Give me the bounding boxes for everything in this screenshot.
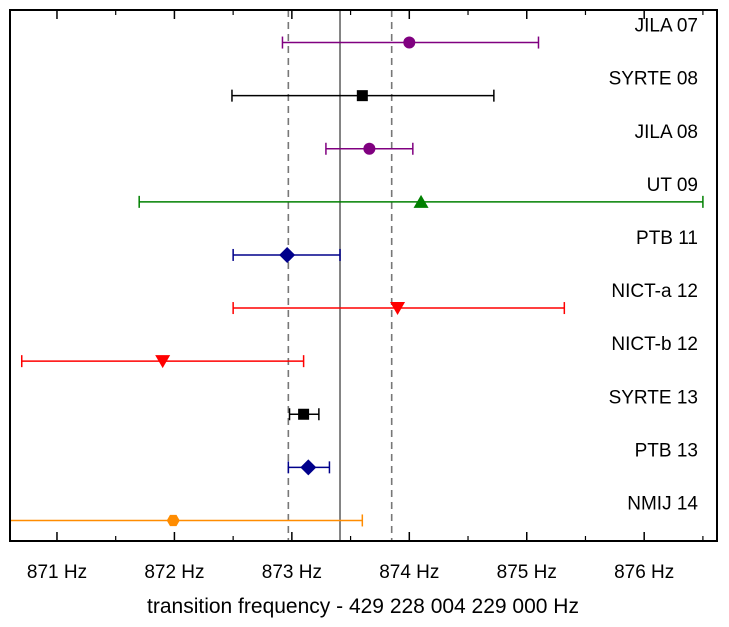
x-tick-label: 875 Hz [497, 562, 557, 583]
point-syrte-13 [288, 408, 320, 421]
point-nict-a-12 [232, 302, 566, 316]
label-nict-b-12: NICT-b 12 [611, 334, 698, 355]
marker-diamond [300, 459, 317, 476]
marker-square [356, 90, 368, 102]
marker-square [298, 408, 310, 420]
label-syrte-08: SYRTE 08 [609, 69, 698, 90]
label-ut-09: UT 09 [647, 175, 698, 196]
point-nmij-14 [10, 514, 364, 527]
measurement-labels: JILA 07 SYRTE 08 JILA 08 UT 09 PTB 11 NICT-a … [609, 16, 699, 515]
marker-triangle-down [390, 302, 406, 316]
label-ptb-11: PTB 11 [636, 228, 698, 249]
marker-circle [363, 142, 376, 155]
marker-triangle-up [413, 194, 429, 208]
plot-frame [9, 9, 718, 542]
label-nmij-14: NMIJ 14 [627, 493, 698, 514]
x-tick-label: 872 Hz [144, 562, 204, 583]
label-syrte-13: SYRTE 13 [609, 387, 698, 408]
point-ptb-13 [287, 459, 331, 476]
point-jila-08 [325, 142, 414, 155]
x-tick-label: 871 Hz [27, 562, 87, 583]
label-jila-08: JILA 08 [635, 122, 698, 143]
point-jila-07 [281, 36, 540, 49]
marker-diamond [279, 246, 296, 263]
marker-triangle-down [155, 355, 171, 369]
marker-circle [403, 36, 416, 49]
marker-hexagon [166, 514, 180, 527]
x-tick-label: 876 Hz [614, 562, 674, 583]
label-ptb-13: PTB 13 [635, 440, 698, 461]
data-points [10, 36, 704, 527]
point-ptb-11 [232, 246, 341, 263]
reference-lines [287, 10, 393, 541]
point-nict-b-12 [20, 355, 305, 369]
point-ut-09 [138, 194, 704, 208]
label-nict-a-12: NICT-a 12 [611, 281, 698, 302]
x-ticks: 871 Hz 872 Hz 873 Hz 874 Hz 875 Hz 876 Hz [27, 10, 704, 583]
point-syrte-08 [231, 89, 495, 102]
x-tick-label: 873 Hz [262, 562, 322, 583]
x-tick-label: 874 Hz [379, 562, 439, 583]
x-axis-label: transition frequency - 429 228 004 229 0… [147, 595, 579, 618]
label-jila-07: JILA 07 [635, 16, 698, 37]
